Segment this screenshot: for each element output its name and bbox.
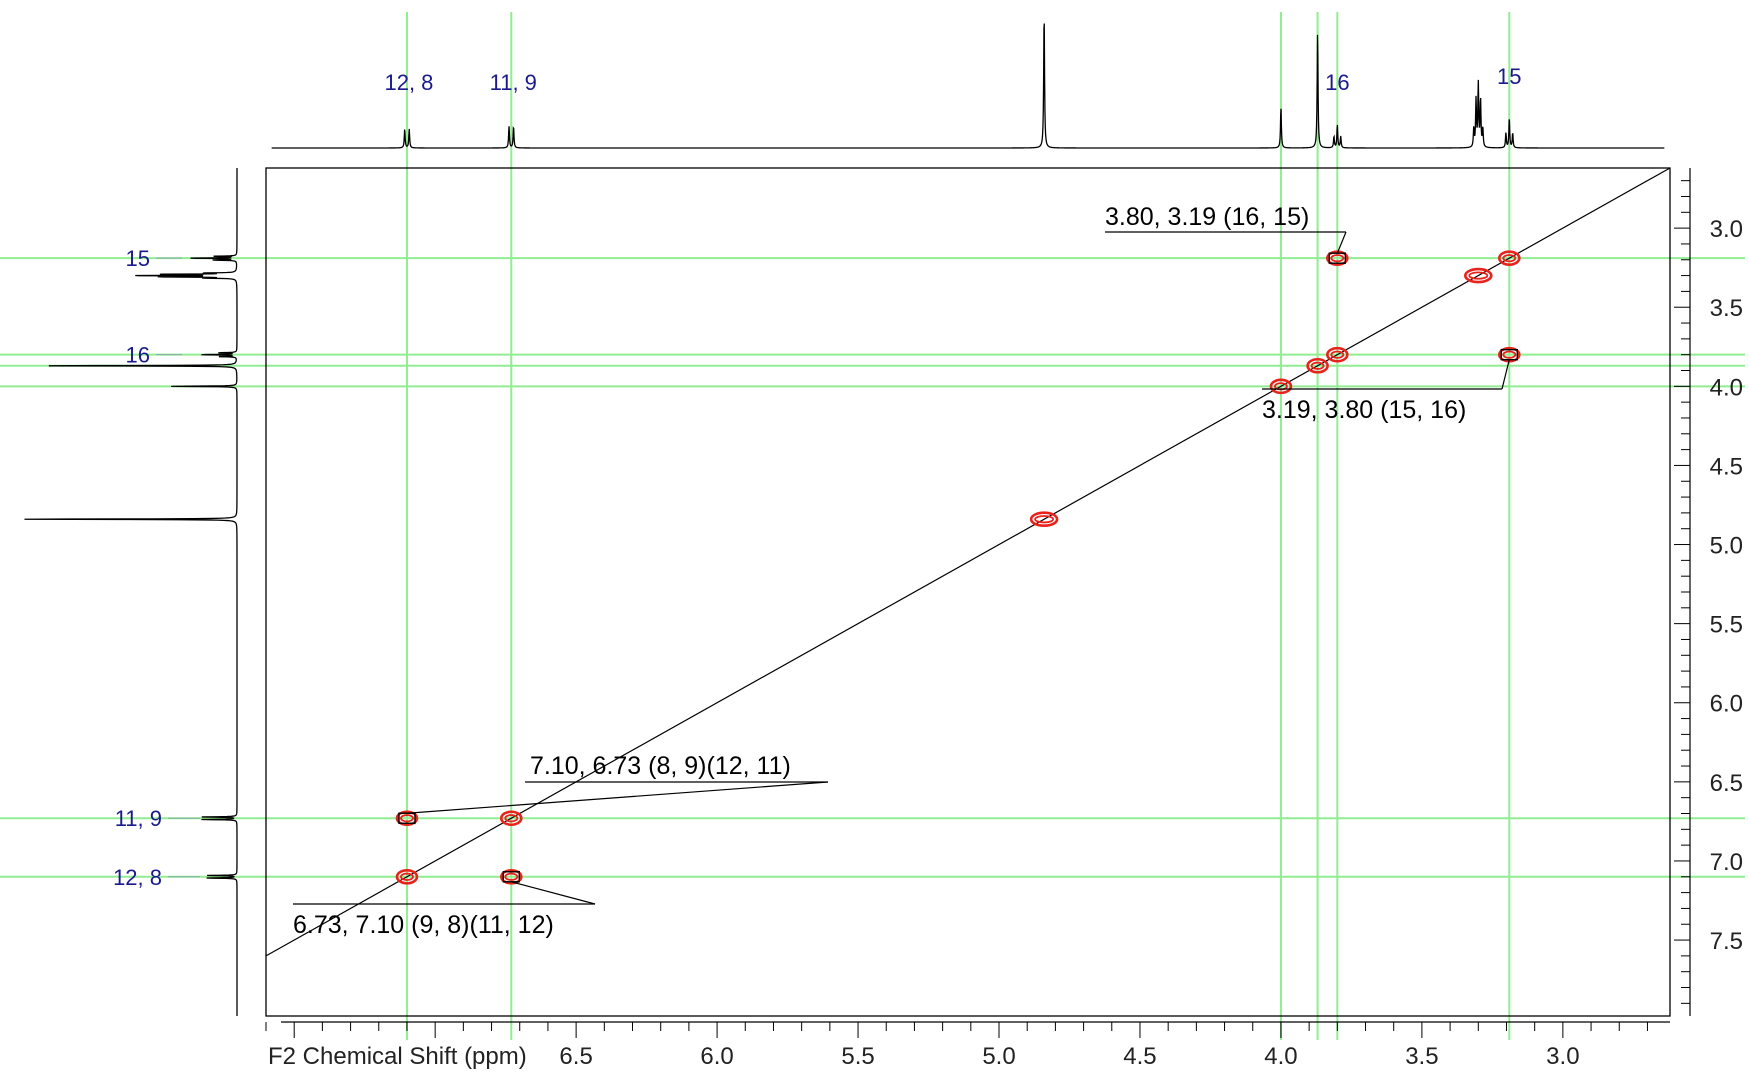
left-spectrum-trace	[24, 168, 238, 1016]
diagonal-peak	[1306, 357, 1329, 374]
top-peak-label: 16	[1325, 70, 1349, 95]
x-axis-title: F2 Chemical Shift (ppm)	[268, 1043, 527, 1070]
top-peak-label: 11, 9	[490, 70, 537, 95]
peak-contour-outer	[1029, 511, 1059, 528]
x-tick-label: 6.0	[700, 1043, 733, 1070]
y-tick-label: 7.5	[1710, 928, 1743, 955]
left-peak-label: 11, 9	[115, 806, 162, 831]
peak-contour-inner	[400, 814, 414, 823]
annotation-label: 3.19, 3.80 (15, 16)	[1262, 396, 1466, 424]
diagonal-peak	[1326, 346, 1349, 363]
peak-contour-inner	[1034, 515, 1055, 524]
peak-contour-outer	[1326, 346, 1349, 363]
top-projection	[271, 23, 1665, 149]
peak-contour-outer	[1463, 267, 1493, 284]
peak-contour-inner	[1310, 361, 1325, 370]
annotation: 3.80, 3.19 (16, 15)	[1105, 203, 1347, 254]
x-tick-label: 3.5	[1405, 1043, 1438, 1070]
y-tick-label: 3.0	[1710, 216, 1743, 243]
y-tick-label: 5.0	[1710, 533, 1743, 560]
annotation-leader	[1501, 359, 1510, 390]
top-peak-label: 15	[1497, 64, 1521, 89]
top-spectrum-trace	[271, 23, 1665, 149]
y-tick-label: 3.5	[1710, 295, 1743, 322]
diagonal-peak	[499, 810, 523, 827]
peak-contour-inner	[1468, 271, 1489, 280]
annotation-leader	[1336, 231, 1347, 254]
annotation: 7.10, 6.73 (8, 9)(12, 11)	[406, 752, 829, 814]
y-tick-label: 4.5	[1710, 453, 1743, 480]
peak-contour-inner	[1502, 350, 1517, 359]
left-peak-label: 15	[126, 246, 150, 271]
diagonal-peak	[1498, 250, 1521, 266]
annotation-label: 3.80, 3.19 (16, 15)	[1105, 203, 1309, 231]
axes: 6.5 6.0 5.5 5.0 4.5 4.0 3.5 3.0 F2 Chemical Shif…	[265, 168, 1743, 1070]
peak-contour-outer	[1269, 378, 1293, 395]
peak-contour-inner	[504, 814, 519, 823]
peak-contour-inner	[1330, 350, 1345, 359]
plot-border	[265, 167, 1671, 1017]
y-tick-label: 6.5	[1710, 770, 1743, 797]
x-tick-label: 3.0	[1546, 1043, 1579, 1070]
projection-labels: 12, 8 11, 9 16 15 15 16 11, 9 12, 8	[113, 64, 1521, 890]
peak-contour-inner	[504, 872, 519, 881]
x-tick-label: 4.5	[1123, 1043, 1156, 1070]
peak-contour-outer	[499, 810, 523, 827]
x-tick-label: 5.0	[982, 1043, 1015, 1070]
peak-contour-inner	[400, 872, 414, 881]
peak-contour-inner	[1330, 254, 1345, 263]
peak-contour-outer	[1306, 357, 1329, 374]
annotation: 3.19, 3.80 (15, 16)	[1262, 359, 1510, 424]
left-projection	[24, 168, 238, 1016]
peak-contour-outer	[1498, 250, 1521, 266]
y-tick-label: 6.0	[1710, 691, 1743, 718]
annotation: 6.73, 7.10 (9, 8)(11, 12)	[293, 881, 596, 939]
peak-contour-inner	[1502, 254, 1517, 263]
x-tick-label: 4.0	[1264, 1043, 1297, 1070]
plot-frame	[265, 167, 1671, 1017]
annotation-label: 6.73, 7.10 (9, 8)(11, 12)	[293, 911, 554, 939]
left-peak-label: 12, 8	[113, 865, 162, 890]
annotation-leader	[511, 881, 596, 905]
annotation-label: 7.10, 6.73 (8, 9)(12, 11)	[530, 752, 791, 780]
top-peak-label: 12, 8	[384, 70, 433, 95]
diagonal-peak	[1463, 267, 1493, 284]
left-peak-label: 16	[126, 343, 150, 368]
y-tick-label: 4.0	[1710, 374, 1743, 401]
y-tick-label: 5.5	[1710, 612, 1743, 639]
peak-contour-outer	[395, 810, 419, 827]
diagonal-peak	[1029, 511, 1059, 528]
annotation-leader	[406, 781, 829, 814]
y-tick-label: 7.0	[1710, 849, 1743, 876]
peak-contour-outer	[395, 868, 419, 885]
guide-lines	[0, 12, 1745, 1040]
x-tick-label: 5.5	[841, 1043, 874, 1070]
peak-contour-outer	[499, 868, 523, 885]
x-tick-label: 6.5	[559, 1043, 592, 1070]
diagonal-peak	[395, 868, 419, 885]
peak-annotations: 3.80, 3.19 (16, 15) 3.19, 3.80 (15, 16) 7.…	[293, 203, 1510, 939]
diagonal-line	[265, 167, 1671, 957]
